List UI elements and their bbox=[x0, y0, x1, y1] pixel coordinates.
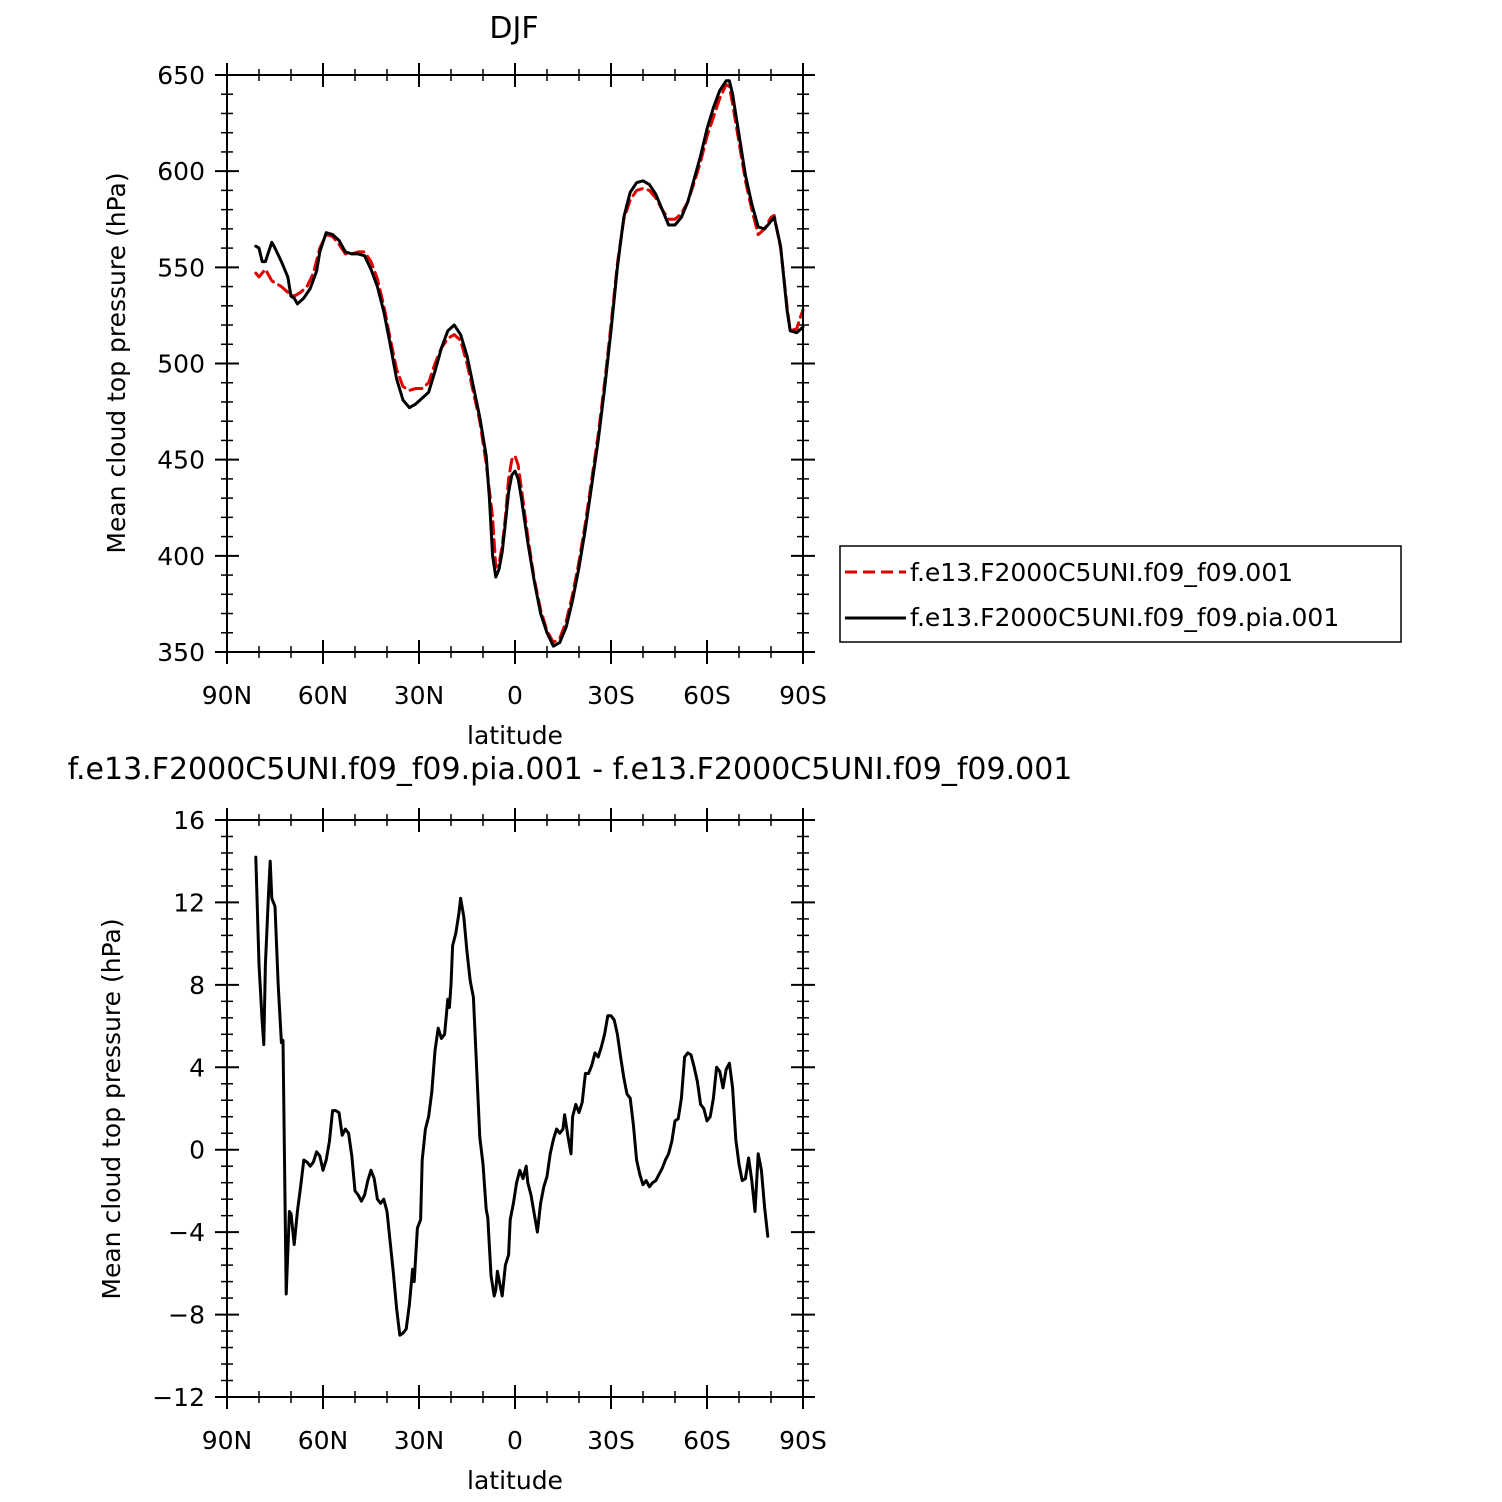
legend-box bbox=[839, 545, 1402, 643]
legend-label-0: f.e13.F2000C5UNI.f09_f09.001 bbox=[910, 558, 1293, 587]
plot-frame bbox=[226, 74, 804, 653]
panel-top: DJF 90N 60N 30N 0 30S 60S 90S 350 400 450 500 550 60… bbox=[102, 11, 1402, 750]
y-tick-label: −12 bbox=[152, 1383, 205, 1412]
tick-label-group: 90N 60N 30N 0 30S 60S 90S −12 −8 −4 0 4 8 12 16 bbox=[152, 806, 827, 1455]
x-tick-label: 0 bbox=[507, 681, 523, 710]
y-tick-label: 650 bbox=[157, 61, 205, 90]
x-tick-label: 60N bbox=[298, 681, 349, 710]
chart-title: DJF bbox=[489, 11, 538, 46]
x-tick-label: 90N bbox=[202, 1426, 253, 1455]
y-tick-label: 550 bbox=[157, 253, 205, 282]
y-axis-label: Mean cloud top pressure (hPa) bbox=[97, 918, 126, 1299]
x-tick-label: 30S bbox=[587, 1426, 635, 1455]
y-tick-label: −4 bbox=[168, 1218, 205, 1247]
x-tick-label: 90N bbox=[202, 681, 253, 710]
x-tick-label: 60S bbox=[683, 1426, 731, 1455]
x-tick-label: 30N bbox=[394, 1426, 445, 1455]
y-tick-label: −8 bbox=[168, 1301, 205, 1330]
y-tick-label: 8 bbox=[189, 971, 205, 1000]
y-tick-label: 4 bbox=[189, 1053, 205, 1082]
tick-group bbox=[215, 808, 815, 1409]
plot-frame bbox=[226, 819, 804, 1398]
x-tick-label: 30S bbox=[587, 681, 635, 710]
y-axis-label: Mean cloud top pressure (hPa) bbox=[102, 172, 131, 553]
y-tick-label: 500 bbox=[157, 350, 205, 379]
y-tick-label: 600 bbox=[157, 157, 205, 186]
y-tick-label: 16 bbox=[173, 806, 205, 835]
x-tick-label: 0 bbox=[507, 1426, 523, 1455]
series-group bbox=[254, 855, 770, 1337]
tick-label-group: 90N 60N 30N 0 30S 60S 90S 350 400 450 500 550 600 650 bbox=[157, 61, 827, 710]
x-tick-label: 30N bbox=[394, 681, 445, 710]
y-tick-label: 0 bbox=[189, 1136, 205, 1165]
series-line-0 bbox=[254, 855, 770, 1337]
tick-group bbox=[215, 63, 815, 664]
y-tick-label: 350 bbox=[157, 638, 205, 667]
x-axis-label: latitude bbox=[467, 1466, 563, 1495]
series-group bbox=[254, 79, 805, 648]
legend: f.e13.F2000C5UNI.f09_f09.001 f.e13.F2000… bbox=[839, 545, 1402, 643]
y-tick-label: 450 bbox=[157, 446, 205, 475]
chart-title: f.e13.F2000C5UNI.f09_f09.pia.001 - f.e13… bbox=[68, 752, 1073, 787]
series-line-1 bbox=[254, 79, 805, 648]
x-tick-label: 60N bbox=[298, 1426, 349, 1455]
y-tick-label: 400 bbox=[157, 542, 205, 571]
legend-label-1: f.e13.F2000C5UNI.f09_f09.pia.001 bbox=[910, 603, 1339, 632]
panel-bottom: f.e13.F2000C5UNI.f09_f09.pia.001 - f.e13… bbox=[68, 752, 1073, 1495]
y-tick-label: 12 bbox=[173, 888, 205, 917]
x-tick-label: 90S bbox=[779, 1426, 827, 1455]
x-axis-label: latitude bbox=[467, 721, 563, 750]
x-tick-label: 90S bbox=[779, 681, 827, 710]
x-tick-label: 60S bbox=[683, 681, 731, 710]
